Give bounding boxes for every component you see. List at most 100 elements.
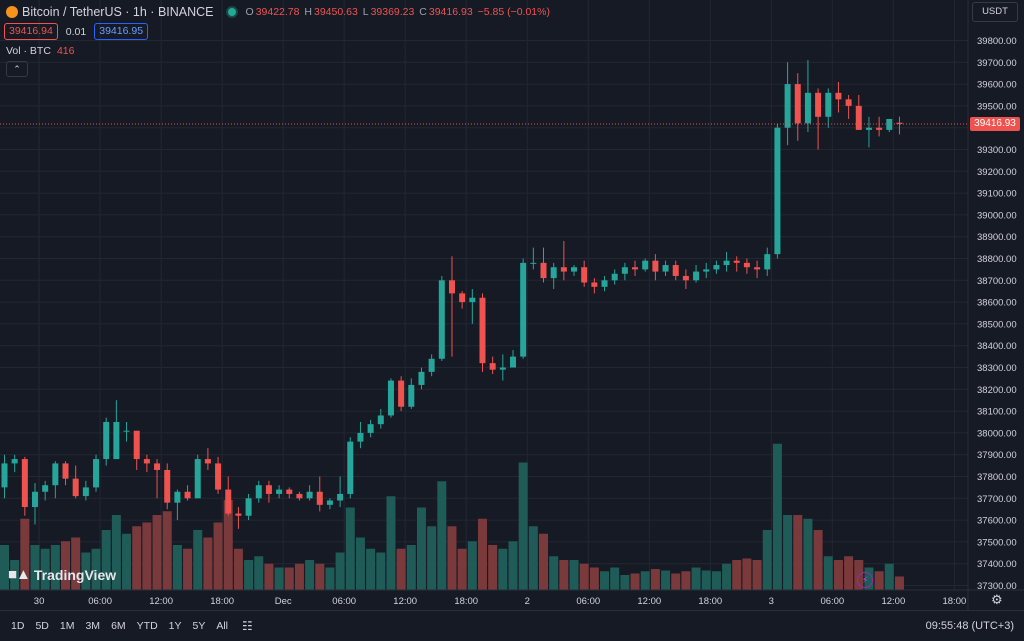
volume-legend: Vol · BTC 416 <box>6 45 74 57</box>
buy-button[interactable]: 39416.95 <box>94 23 149 40</box>
tradingview-watermark[interactable]: ■▲ TradingView <box>8 566 116 583</box>
candle-body <box>428 358 435 372</box>
price-tick-label: 38600.00 <box>977 298 1017 309</box>
range-1d-button[interactable]: 1D <box>11 620 25 632</box>
price-tick-label: 39600.00 <box>977 80 1017 91</box>
range-6m-button[interactable]: 6M <box>111 620 126 632</box>
volume-bar <box>610 567 620 590</box>
volume-bar <box>223 500 233 590</box>
volume-bar <box>528 526 538 590</box>
price-tick-label: 38000.00 <box>977 428 1017 439</box>
time-tick-label: 06:00 <box>332 596 356 607</box>
volume-bar <box>742 558 752 590</box>
lightning-icon[interactable]: ⚡ <box>857 572 873 588</box>
volume-bar <box>884 563 894 590</box>
candle-body <box>530 262 537 264</box>
volume-bar <box>152 515 162 590</box>
candle-body <box>408 384 415 407</box>
candle-body <box>276 489 283 494</box>
time-tick-label: 06:00 <box>576 596 600 607</box>
volume-bar <box>447 526 457 590</box>
candlesticks <box>1 60 903 529</box>
candle-body <box>11 459 18 464</box>
gear-icon[interactable]: ⚙ <box>991 592 1003 607</box>
time-tick-label: Dec <box>275 596 292 607</box>
chart-grid <box>0 0 968 590</box>
collapse-legend-button[interactable]: ⌃ <box>6 61 28 77</box>
volume-bar <box>803 518 813 590</box>
candle-body <box>662 265 669 272</box>
volume-bar <box>0 545 9 590</box>
time-tick-label: 12:00 <box>637 596 661 607</box>
volume-bar <box>50 545 60 590</box>
volume-bar <box>396 548 406 590</box>
candle-body <box>377 415 384 425</box>
candle-body <box>550 267 557 279</box>
volume-bar <box>132 526 142 590</box>
volume-bar <box>111 515 121 590</box>
price-tick-label: 37600.00 <box>977 516 1017 527</box>
volume-bar <box>681 571 691 590</box>
price-axis[interactable]: 37300.00 37400.00 37500.00 37600.00 37700.00… <box>967 0 1017 610</box>
bid-ask-row: 39416.94 0.01 39416.95 <box>4 23 149 40</box>
candle-body <box>540 262 547 279</box>
time-tick-label: 30 <box>34 596 45 607</box>
candle-body <box>357 432 364 442</box>
market-status-icon[interactable] <box>227 8 236 16</box>
price-chart[interactable]: 37300.00 37400.00 37500.00 37600.00 37700.00… <box>0 0 1024 610</box>
volume-bar <box>549 556 559 590</box>
candle-body <box>743 262 750 268</box>
price-tick-label: 39700.00 <box>977 58 1017 69</box>
volume-bar <box>40 548 50 590</box>
clock[interactable]: 09:55:48 (UTC+3) <box>925 620 1014 632</box>
candle-body <box>764 254 771 270</box>
range-ytd-button[interactable]: YTD <box>136 620 158 632</box>
volume-bars <box>0 443 904 590</box>
time-tick-label: 06:00 <box>820 596 844 607</box>
range-5d-button[interactable]: 5D <box>35 620 49 632</box>
candle-body <box>62 463 69 479</box>
candle-body <box>845 99 852 106</box>
price-tick-label: 39800.00 <box>977 36 1017 47</box>
candle-body <box>754 267 761 270</box>
volume-bar <box>823 556 833 590</box>
open-value: 39422.78 <box>255 6 300 18</box>
symbol-title[interactable]: Bitcoin / TetherUS · 1h · BINANCE <box>22 5 214 19</box>
volume-bar <box>254 556 264 590</box>
price-tick-label: 39000.00 <box>977 210 1017 221</box>
range-5y-button[interactable]: 5Y <box>192 620 206 632</box>
range-3m-button[interactable]: 3M <box>85 620 101 632</box>
candle-body <box>154 463 161 470</box>
range-all-button[interactable]: All <box>216 620 229 632</box>
volume-bar <box>71 537 81 590</box>
time-tick-label: 2 <box>525 596 530 607</box>
price-tick-label: 38100.00 <box>977 407 1017 418</box>
price-tick-label: 38900.00 <box>977 232 1017 243</box>
candle-body <box>835 92 842 100</box>
candle-body <box>896 122 903 125</box>
price-tick-label: 38700.00 <box>977 276 1017 287</box>
candle-body <box>164 469 171 503</box>
volume-bar <box>508 541 518 590</box>
currency-selector[interactable]: USDT <box>972 2 1018 22</box>
time-axis[interactable]: 30 06:00 12:00 18:00 Dec 06:00 12:00 18:00 2 06:0… <box>0 589 1024 607</box>
candle-body <box>113 422 120 460</box>
volume-bar <box>416 507 426 590</box>
volume-bar <box>671 573 681 590</box>
volume-bar <box>793 515 803 590</box>
price-tick-label: 39200.00 <box>977 167 1017 178</box>
range-1m-button[interactable]: 1M <box>59 620 75 632</box>
volume-bar <box>589 567 599 590</box>
volume-bar <box>386 496 396 590</box>
chevron-up-icon: ⌃ <box>13 64 21 74</box>
candle-body <box>469 297 476 303</box>
sell-button[interactable]: 39416.94 <box>4 23 58 40</box>
calendar-icon[interactable]: ☷ <box>242 619 253 633</box>
volume-bar <box>294 563 304 590</box>
candle-body <box>265 485 272 494</box>
range-1y-button[interactable]: 1Y <box>168 620 182 632</box>
volume-bar <box>406 545 416 590</box>
volume-bar <box>213 522 223 590</box>
time-tick-label: 12:00 <box>149 596 173 607</box>
volume-bar <box>315 563 325 590</box>
